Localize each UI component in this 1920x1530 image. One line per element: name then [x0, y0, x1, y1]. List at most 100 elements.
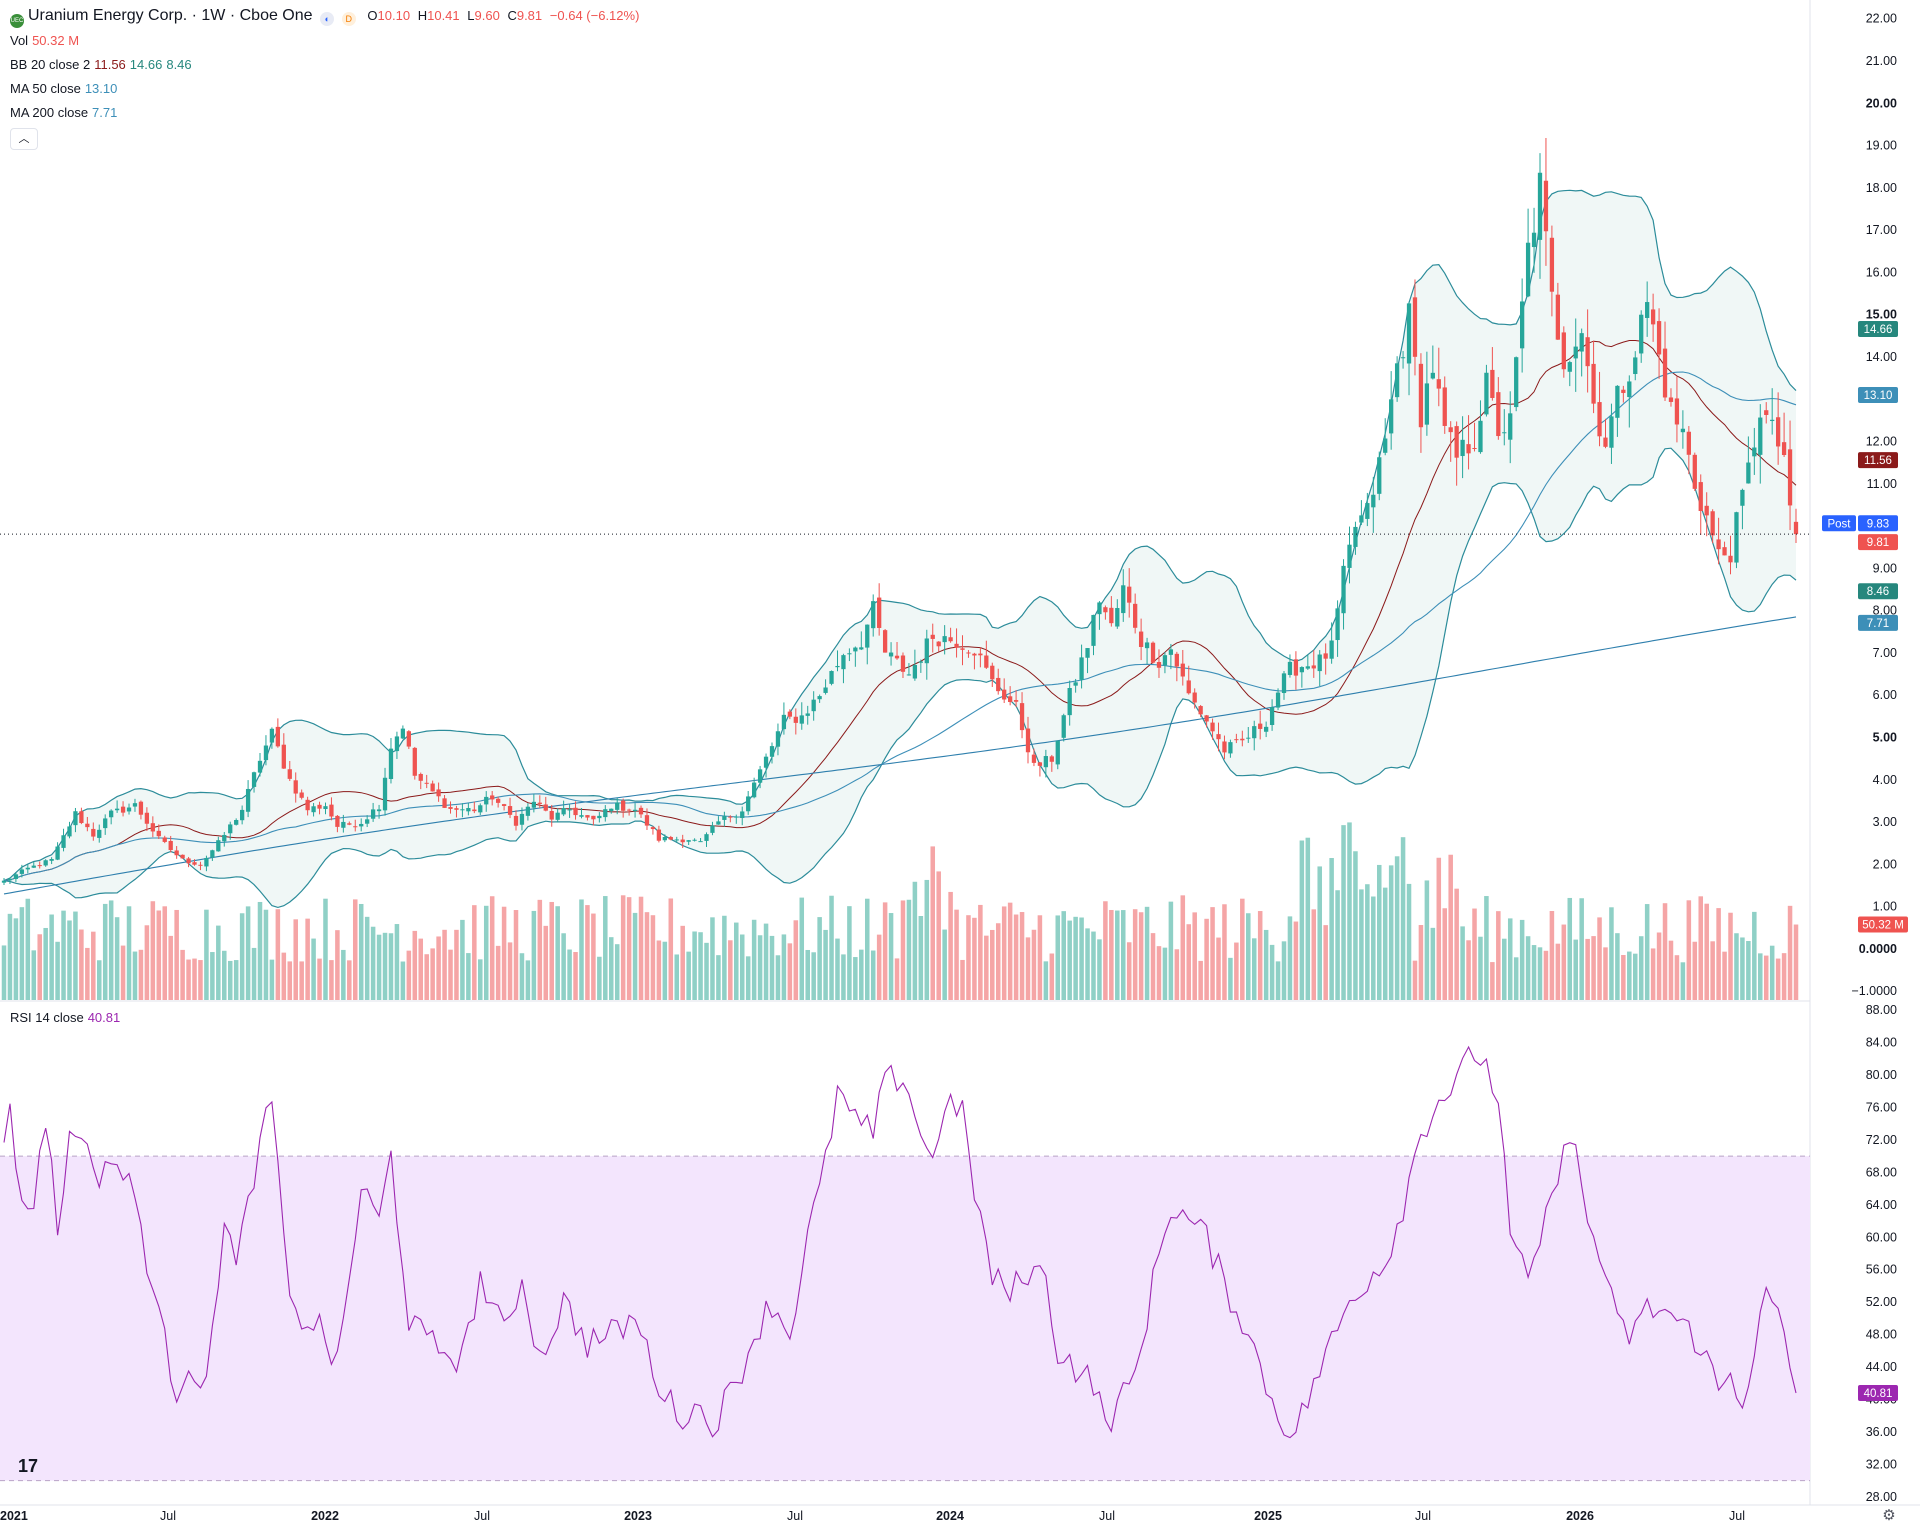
candle-body — [1091, 614, 1096, 646]
candle-body — [1656, 321, 1662, 355]
volume-bar — [460, 919, 465, 1000]
volume-bar — [793, 920, 799, 1000]
volume-bar — [370, 926, 376, 1000]
volume-bar — [424, 954, 429, 1000]
volume-bar — [1472, 908, 1477, 1000]
volume-bar — [686, 951, 691, 1000]
candle-body — [1519, 301, 1525, 349]
volume-bar — [829, 895, 834, 1000]
volume-bar — [948, 891, 953, 1000]
gear-icon[interactable]: ⚙ — [1882, 1507, 1896, 1524]
candle-body — [120, 806, 126, 813]
candle-body — [85, 823, 90, 828]
volume-bar — [257, 901, 263, 1000]
price-tag-bg — [1858, 452, 1898, 469]
volume-bar — [1180, 895, 1186, 1000]
volume-bar — [906, 899, 912, 1000]
volume-bar — [1632, 953, 1638, 1000]
volume-bar — [1769, 945, 1775, 1000]
volume-bar — [1716, 908, 1721, 1000]
candle-body — [1787, 449, 1793, 506]
volume-bar — [1478, 936, 1483, 1000]
ma50-legend[interactable]: MA 50 close 13.10 — [10, 81, 117, 97]
volume-bar — [942, 929, 947, 1000]
volume-bar — [1710, 941, 1715, 1000]
candle-body — [1383, 438, 1388, 453]
price-axis-label: −1.0000 — [1851, 984, 1897, 998]
ma200-legend[interactable]: MA 200 close 7.71 — [10, 105, 117, 121]
volume-bar — [1222, 904, 1227, 1000]
candle-body — [954, 643, 959, 648]
volume-bar — [317, 958, 322, 1000]
price-tag-prefix: Post — [1827, 518, 1851, 530]
tradingview-logo-icon[interactable]: 17 — [18, 1456, 39, 1476]
volume-bar — [168, 935, 173, 1000]
candle-body — [1341, 565, 1346, 614]
volume-bar — [13, 918, 19, 1000]
candle-body — [716, 821, 721, 825]
candle-body — [418, 773, 423, 781]
time-axis-label: Jul — [1415, 1509, 1431, 1523]
candle-body — [478, 805, 483, 813]
candle-body — [585, 815, 590, 818]
candle-body — [1127, 586, 1132, 603]
rsi-axis-label: 68.00 — [1866, 1165, 1897, 1179]
ma200-legend-label: MA 200 close — [10, 105, 89, 120]
candle-body — [1049, 756, 1054, 762]
candle-body — [579, 815, 584, 817]
volume-bar — [1055, 915, 1061, 1000]
candle-body — [323, 806, 328, 810]
ma50-legend-label: MA 50 close — [10, 81, 81, 96]
volume-bar — [620, 895, 626, 1000]
candle-body — [1019, 703, 1025, 731]
candle-body — [376, 809, 382, 812]
volume-bar — [1496, 911, 1501, 1000]
volume-bar — [1085, 928, 1090, 1000]
symbol-title[interactable]: Uranium Energy Corp. · 1W · Cboe One — [28, 7, 313, 24]
volume-bar — [192, 958, 197, 1000]
volume-bar — [543, 925, 549, 1000]
volume-bar — [1067, 920, 1072, 1000]
volume-bar — [507, 942, 513, 1000]
volume-bar — [138, 949, 144, 1000]
candle-body — [674, 839, 679, 841]
volume-bar — [1668, 940, 1674, 1000]
volume-bar — [781, 934, 787, 1000]
volume-bar — [418, 938, 424, 1000]
candle-body — [1329, 640, 1334, 659]
volume-bar — [674, 954, 680, 1000]
market-status-icon[interactable]: ◐ — [320, 12, 335, 26]
candle-body — [936, 641, 941, 647]
delayed-data-icon[interactable]: D — [341, 12, 356, 26]
rsi-legend[interactable]: RSI 14 close 40.81 — [10, 1010, 120, 1026]
volume-bar — [281, 952, 287, 1000]
volume-bar — [222, 950, 227, 1000]
volume-bar — [1650, 948, 1656, 1000]
candle-body — [704, 834, 709, 841]
volume-bar — [603, 896, 608, 1000]
candle-body — [787, 711, 793, 717]
candle-body — [192, 862, 197, 865]
candle-body — [1704, 505, 1709, 516]
candle-body — [972, 653, 977, 656]
price-axis-label: 8.00 — [1873, 604, 1897, 618]
price-axis-label: 7.00 — [1873, 646, 1897, 660]
candle-body — [103, 818, 108, 829]
volume-bar — [436, 936, 441, 1000]
volume-legend[interactable]: Vol 50.32 M — [10, 33, 79, 49]
candle-body — [1353, 526, 1358, 547]
candle-body — [245, 788, 251, 812]
time-axis-label: Jul — [474, 1509, 490, 1523]
price-tag-bg — [1858, 321, 1898, 338]
ohlc-close-label: C — [507, 8, 517, 23]
company-logo: UEC — [10, 14, 24, 28]
candle-body — [442, 798, 447, 808]
bb-legend[interactable]: BB 20 close 2 11.56 14.66 8.46 — [10, 57, 192, 73]
volume-bar — [388, 933, 394, 1000]
candle-body — [1722, 547, 1727, 556]
price-axis-label: 12.00 — [1866, 435, 1897, 449]
candle-body — [1234, 739, 1239, 741]
volume-bar — [835, 938, 840, 1000]
collapse-legend-button[interactable]: ︿ — [10, 128, 38, 150]
